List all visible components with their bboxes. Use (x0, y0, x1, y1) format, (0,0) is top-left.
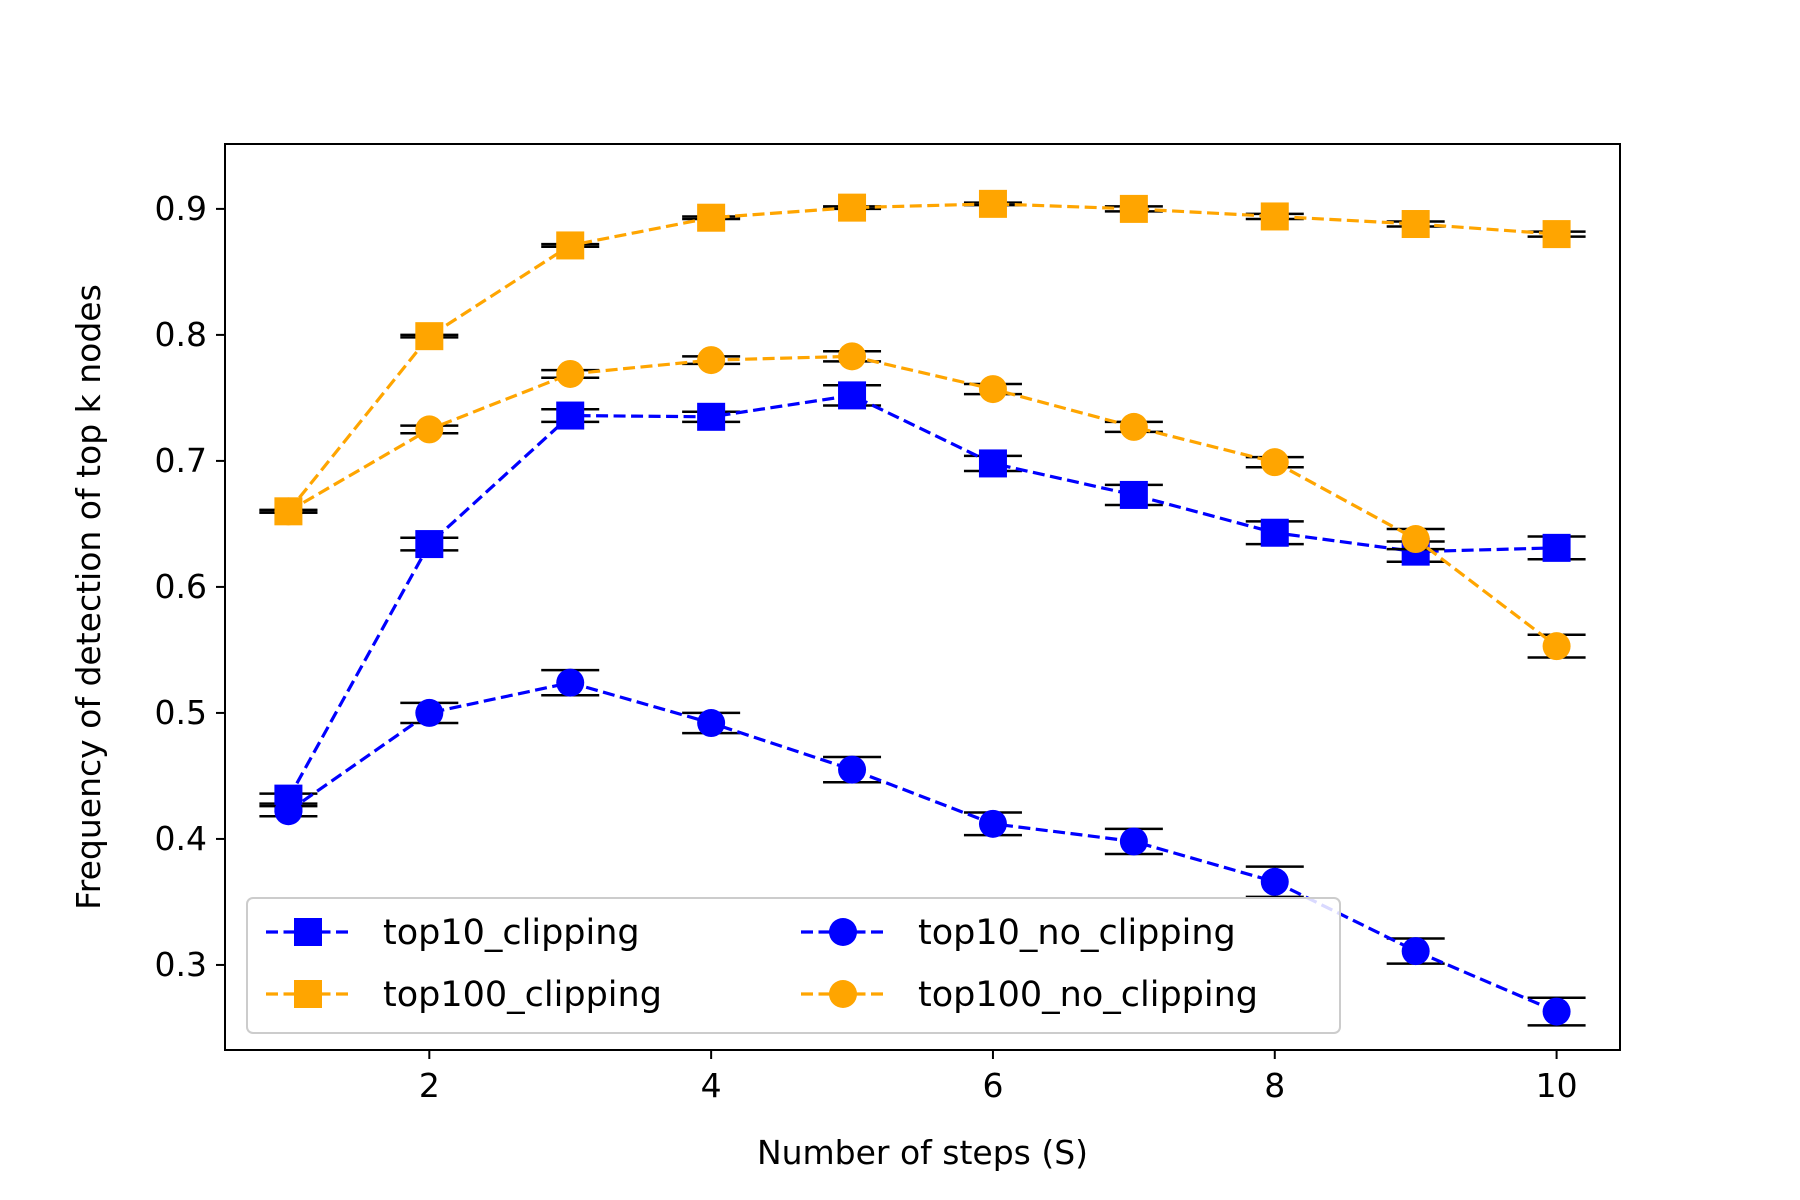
x-axis-label: Number of steps (S) (757, 1133, 1088, 1172)
top10_clipping-point-4 (838, 381, 867, 410)
legend-label-top100_clipping: top100_clipping (383, 975, 662, 1015)
legend-entry-top100_clipping: top100_clipping (266, 975, 662, 1015)
top10_no_clipping-point-0 (274, 797, 303, 826)
top100_clipping-point-6 (1119, 194, 1148, 223)
top100_no_clipping-point-4 (838, 342, 867, 371)
y-tick-label-5: 0.8 (155, 315, 207, 354)
legend-marker-top10_clipping (294, 918, 322, 946)
top10_no_clipping-point-6 (1119, 827, 1148, 856)
legend-marker-top100_clipping (294, 980, 322, 1008)
top100_clipping-point-4 (838, 193, 867, 222)
y-tick-label-3: 0.6 (155, 567, 207, 606)
x-tick-label-1: 4 (701, 1066, 722, 1105)
ticks-layer: 2 4 6 8 10 0.3 0.4 0.5 0.6 0.7 0.8 0.9 (155, 189, 1578, 1105)
top100_no_clipping-point-0 (274, 497, 303, 526)
top10_no_clipping-point-1 (415, 698, 444, 727)
top100_no_clipping-point-7 (1260, 448, 1289, 477)
top100_no_clipping-point-3 (697, 346, 726, 375)
top10_clipping-point-2 (556, 401, 585, 430)
top100_clipping-point-9 (1542, 220, 1571, 249)
legend-entry-top10_no_clipping: top10_no_clipping (801, 913, 1236, 953)
x-tick-label-2: 6 (982, 1066, 1003, 1105)
top100_no_clipping-point-9 (1542, 632, 1571, 661)
y-tick-label-4: 0.7 (155, 441, 207, 480)
top10_no_clipping-line (287, 681, 1558, 1014)
top100_clipping-point-5 (978, 189, 1007, 218)
top10_clipping-point-9 (1542, 533, 1571, 562)
top100_no_clipping-point-6 (1119, 412, 1148, 441)
top100_clipping-point-1 (415, 322, 444, 351)
top10_no_clipping-point-9 (1542, 997, 1571, 1026)
y-tick-label-6: 0.9 (155, 189, 207, 228)
top100_clipping-point-8 (1401, 210, 1430, 239)
legend-label-top100_no_clipping: top100_no_clipping (918, 975, 1258, 1015)
top100_clipping-line (287, 202, 1557, 513)
y-tick-label-1: 0.4 (155, 819, 207, 858)
legend: top10_clipping top100_clipping top10_no_cl… (246, 897, 1341, 1034)
y-tick-label-2: 0.5 (155, 693, 207, 732)
top100_clipping-point-3 (697, 203, 726, 232)
top10_clipping-line (287, 393, 1557, 800)
data-layer (259, 189, 1586, 1027)
top100_clipping-point-2 (556, 231, 585, 260)
top10_no_clipping-point-7 (1260, 867, 1289, 896)
top10_clipping-point-6 (1119, 480, 1148, 509)
top10_no_clipping-point-2 (556, 668, 585, 697)
series-top100_no_clipping (259, 342, 1586, 661)
top10_clipping-point-1 (415, 530, 444, 559)
y-tick-label-0: 0.3 (155, 945, 207, 984)
top100_no_clipping-point-1 (415, 415, 444, 444)
y-axis-label: Frequency of detection of top k nodes (69, 284, 108, 910)
legend-label-top10_no_clipping: top10_no_clipping (918, 913, 1236, 953)
top100_no_clipping-point-5 (978, 375, 1007, 404)
x-tick-label-3: 8 (1264, 1066, 1285, 1105)
top100_clipping-point-7 (1260, 202, 1289, 231)
top10_clipping-point-5 (978, 449, 1007, 478)
legend-box (246, 897, 1341, 1034)
top10_no_clipping-point-3 (697, 709, 726, 738)
series-top10_no_clipping (259, 668, 1586, 1027)
x-tick-label-0: 2 (419, 1066, 440, 1105)
top100_no_clipping-point-2 (556, 359, 585, 388)
series-top100_clipping (259, 189, 1586, 526)
top10_no_clipping-point-4 (838, 755, 867, 784)
top100_no_clipping-line (287, 354, 1558, 648)
top10_no_clipping-point-5 (978, 809, 1007, 838)
top10_clipping-point-7 (1260, 518, 1289, 547)
legend-label-top10_clipping: top10_clipping (383, 913, 640, 953)
top10_clipping-point-3 (697, 402, 726, 431)
top100_no_clipping-point-8 (1401, 525, 1430, 554)
plot-frame (224, 143, 1621, 1051)
legend-marker-top10_no_clipping (829, 918, 857, 946)
legend-entry-top10_clipping: top10_clipping (266, 913, 640, 953)
legend-marker-top100_no_clipping (829, 980, 857, 1008)
x-tick-label-4: 10 (1536, 1066, 1578, 1105)
legend-entry-top100_no_clipping: top100_no_clipping (801, 975, 1258, 1015)
top10_no_clipping-point-8 (1401, 937, 1430, 966)
